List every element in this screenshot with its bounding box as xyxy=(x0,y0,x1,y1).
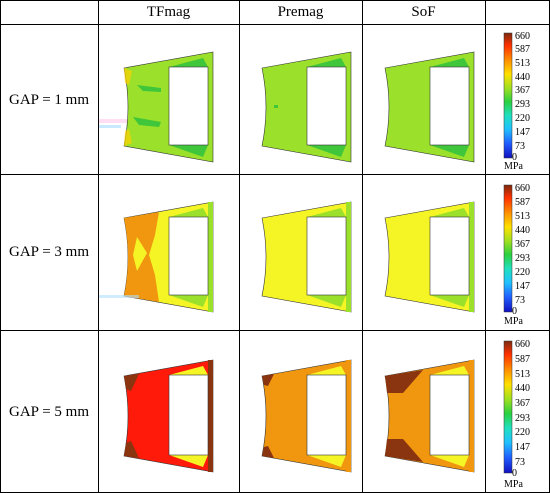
colorbar-gap5: 660 587 513 440 367 293 220 147 73 0 MPa xyxy=(486,331,550,492)
colorbar-tick: 293 xyxy=(515,253,530,264)
colorbar-tick: 513 xyxy=(515,58,530,69)
colorbar-tick: 147 xyxy=(515,281,530,292)
colorbar-tick: 513 xyxy=(515,369,530,380)
colorbar-tick: 220 xyxy=(515,113,530,124)
colorbar-tick: 587 xyxy=(515,354,530,365)
column-header-premag: Premag xyxy=(277,3,324,20)
colorbar-tick: 587 xyxy=(515,44,530,55)
colorbar-tick: 0 xyxy=(512,306,517,317)
stress-map-premag-gap1 xyxy=(240,25,362,174)
colorbar-tick: 513 xyxy=(515,211,530,222)
row-label-gap-3: GAP = 3 mm xyxy=(9,244,89,260)
colorbar-tick: 440 xyxy=(515,383,530,394)
colorbar-tick: 660 xyxy=(515,183,530,194)
row-label-gap-1: GAP = 1 mm xyxy=(9,91,89,108)
stress-map-tfmag-gap5 xyxy=(99,331,239,492)
colorbar-tick: 0 xyxy=(512,152,517,163)
colorbar-unit: MPa xyxy=(504,316,523,327)
colorbar-tick: 147 xyxy=(515,442,530,453)
stress-map-tfmag-gap1 xyxy=(99,25,239,174)
colorbar-gap3: 660 587 513 440 367 293 220 147 73 0 MPa xyxy=(486,175,550,330)
row-label-gap-5: GAP = 5 mm xyxy=(9,403,89,420)
colorbar-unit: MPa xyxy=(504,479,523,490)
colorbar-tick: 587 xyxy=(515,197,530,208)
colorbar-tick: 660 xyxy=(515,339,530,350)
colorbar-tick: 220 xyxy=(515,267,530,278)
colorbar-tick: 220 xyxy=(515,427,530,438)
stress-map-sof-gap1 xyxy=(363,25,485,174)
colorbar-tick: 73 xyxy=(515,295,525,306)
colorbar-tick: 293 xyxy=(515,99,530,110)
stress-map-sof-gap5 xyxy=(363,331,485,492)
colorbar-unit: MPa xyxy=(504,161,523,172)
stress-map-premag-gap5 xyxy=(240,331,362,492)
colorbar-tick: 73 xyxy=(515,141,525,152)
stress-map-sof-gap3 xyxy=(363,175,485,330)
colorbar-gap1: 660 587 513 440 367 293 220 147 73 0 MPa xyxy=(486,25,550,174)
colorbar-tick: 293 xyxy=(515,413,530,424)
colorbar-tick: 367 xyxy=(515,239,530,250)
stress-map-premag-gap3 xyxy=(240,175,362,330)
colorbar-tick: 367 xyxy=(515,398,530,409)
colorbar-tick: 440 xyxy=(515,72,530,83)
colorbar-tick: 440 xyxy=(515,225,530,236)
colorbar-tick: 367 xyxy=(515,85,530,96)
colorbar-tick: 660 xyxy=(515,31,530,42)
column-header-tfmag: TFmag xyxy=(146,3,191,20)
colorbar-tick: 0 xyxy=(512,468,517,479)
colorbar-tick: 147 xyxy=(515,127,530,138)
column-header-sof: SoF xyxy=(411,3,436,20)
stress-map-tfmag-gap3 xyxy=(99,175,239,330)
colorbar-tick: 73 xyxy=(515,457,525,468)
